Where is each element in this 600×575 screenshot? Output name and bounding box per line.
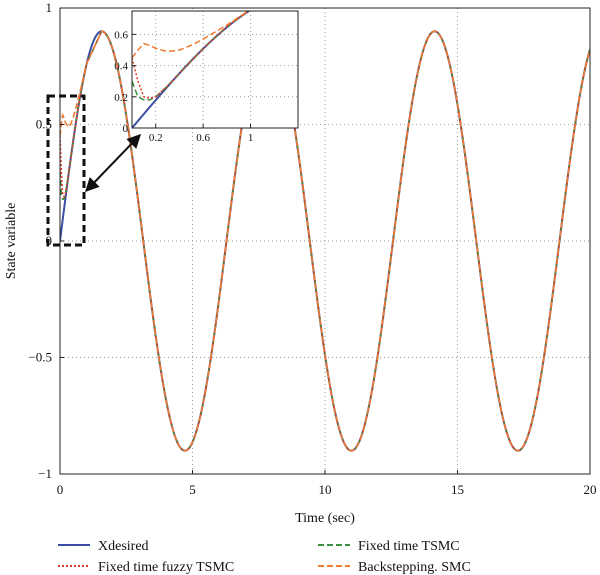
inset-plot-frame [131, 10, 299, 129]
legend-label-backstepping-smc: Backstepping. SMC [358, 560, 471, 575]
inset-x-tick-label: 1 [248, 132, 254, 144]
legend-label-fixed-time-fuzzy-tsmc: Fixed time fuzzy TSMC [98, 560, 234, 575]
inset-y-tick-label: 0.6 [114, 29, 128, 41]
inset-background [132, 11, 298, 128]
main-series-group [60, 30, 590, 452]
main-x-tick-label: 0 [57, 482, 64, 497]
inset-series-line-fixed-time-tsmc [132, 11, 250, 101]
main-y-tick-label: 0.5 [36, 117, 52, 132]
main-x-tick-label: 20 [584, 482, 597, 497]
inset-x-tick-label: 0.6 [196, 132, 210, 144]
y-axis-label: State variable [4, 203, 19, 280]
inset-y-tick-label: 0.2 [114, 92, 128, 104]
main-x-tick-label: 15 [451, 482, 464, 497]
main-y-tick-label: −1 [38, 466, 52, 481]
legend-item-backstepping-smc: Backstepping. SMC [318, 560, 471, 575]
legend-label-xdesired: Xdesired [98, 539, 149, 554]
legend-item-xdesired: Xdesired [58, 539, 149, 554]
zoom-arrow [85, 133, 141, 193]
main-y-tick-label: 1 [46, 0, 53, 15]
inset-series-line-fixed-time-fuzzy-tsmc [132, 11, 250, 100]
legend-label-fixed-time-tsmc: Fixed time TSMC [358, 539, 460, 554]
inset-series-line-backstepping-smc [132, 11, 250, 59]
main-x-tick-label: 10 [319, 482, 332, 497]
inset-y-tick-label: 0.4 [114, 61, 128, 73]
main-ticks: 0 5 10 15 20 −1 −0.5 0 0.5 1 [28, 0, 596, 497]
inset-ticks: 0.2 0.6 1 0 0.2 0.4 0.6 [114, 29, 253, 144]
inset-y-tick-label: 0 [123, 123, 129, 135]
inset-series-group [132, 11, 251, 128]
series-line-backstepping-smc [60, 30, 590, 452]
legend: Xdesired Fixed time TSMC Fixed time fuzz… [58, 539, 471, 575]
legend-item-fixed-time-tsmc: Fixed time TSMC [318, 539, 460, 554]
inset-x-tick-label: 0.2 [149, 132, 163, 144]
main-x-tick-label: 5 [189, 482, 196, 497]
main-y-tick-label: −0.5 [28, 350, 52, 365]
x-axis-label: Time (sec) [295, 511, 355, 526]
zoom-region-box [46, 94, 86, 247]
legend-item-fixed-time-fuzzy-tsmc: Fixed time fuzzy TSMC [58, 560, 234, 575]
